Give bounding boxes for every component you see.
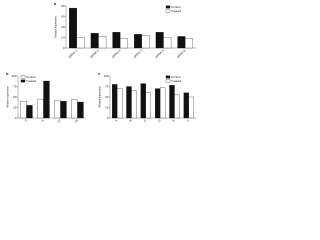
legend-label: Control: [171, 75, 181, 79]
bar: [90, 33, 99, 49]
x-tick-label: D: [157, 118, 162, 123]
y-tick-label: 50: [13, 95, 17, 99]
bar: [71, 99, 78, 119]
bar: [188, 96, 194, 119]
y-tick-label: 60: [61, 14, 65, 18]
x-tick-label: 12: [57, 118, 62, 123]
legend-label: Treated: [171, 79, 182, 83]
bar: [20, 101, 27, 119]
bar: [120, 38, 128, 49]
bar: [177, 36, 186, 49]
bar: [160, 87, 166, 119]
x-tick-label: siRNA-5: [154, 48, 165, 59]
bar: [134, 34, 142, 49]
bar: [69, 7, 77, 49]
bar: [117, 88, 123, 119]
x-tick-label: A: [114, 118, 118, 122]
bar: [112, 84, 118, 119]
y-axis-label: Relative expression: [55, 15, 58, 37]
y-tick-label: 50: [105, 95, 109, 99]
bar: [112, 32, 121, 49]
y-tick-label: 0: [63, 46, 65, 50]
bar: [77, 101, 84, 119]
legend-label: Treated: [171, 9, 182, 13]
y-tick-label: 75: [105, 84, 109, 88]
x-tick-label: C: [143, 118, 148, 123]
x-tick-label: siRNA-3: [111, 48, 122, 59]
y-tick-label: 25: [13, 105, 17, 109]
panel-label: a: [54, 1, 57, 6]
legend-swatch: [20, 75, 26, 79]
x-tick-label: B: [129, 118, 133, 122]
bar: [98, 36, 107, 49]
legend-label: Treated: [26, 79, 37, 83]
y-tick-label: 40: [61, 25, 65, 29]
legend-swatch: [165, 5, 171, 9]
x-tick-label: E: [172, 118, 176, 122]
y-tick-label: 0: [15, 116, 17, 120]
legend-swatch: [165, 79, 171, 83]
page: {"chart_data": [ {"type": "bar", "panel"…: [0, 0, 200, 142]
bar: [174, 94, 180, 119]
bar: [185, 38, 193, 49]
y-tick-label: 25: [105, 105, 109, 109]
y-tick-label: 20: [61, 35, 65, 39]
bar: [43, 80, 50, 119]
legend-label: Control: [26, 75, 36, 79]
bar: [26, 105, 33, 119]
bar: [183, 92, 189, 119]
y-tick-label: 100: [103, 74, 108, 78]
legend-swatch: [165, 75, 171, 79]
x-tick-label: F: [186, 118, 190, 122]
x-tick-label: 24: [74, 118, 79, 123]
legend-swatch: [20, 79, 26, 83]
legend-label: Control: [171, 5, 181, 9]
bar: [140, 83, 146, 119]
x-tick-label: siRNA-1: [67, 48, 78, 59]
x-tick-label: siRNA-4: [132, 48, 143, 59]
bar: [154, 88, 161, 119]
panel-label: b: [6, 71, 9, 76]
y-tick-label: 75: [13, 84, 17, 88]
bar: [54, 100, 61, 119]
bar: [37, 98, 44, 119]
y-axis-label: Relative expression: [7, 85, 10, 107]
bar: [126, 86, 132, 119]
bar: [163, 37, 172, 49]
x-tick-label: siRNA-2: [89, 48, 100, 59]
bar: [60, 101, 67, 119]
legend-swatch: [165, 9, 171, 13]
panel-label: c: [98, 71, 101, 76]
y-tick-label: 80: [61, 4, 65, 8]
bar: [76, 37, 85, 49]
x-tick-label: 0: [24, 118, 28, 122]
bar: [169, 85, 175, 119]
y-tick-label: 100: [11, 74, 16, 78]
bar: [155, 32, 164, 49]
bar: [145, 92, 151, 119]
y-tick-label: 0: [107, 116, 109, 120]
x-tick-label: 6: [41, 118, 45, 122]
y-axis-label: Relative expression: [99, 85, 102, 107]
x-tick-label: siRNA-6: [176, 48, 187, 59]
bar: [131, 90, 137, 119]
bar: [141, 35, 150, 49]
